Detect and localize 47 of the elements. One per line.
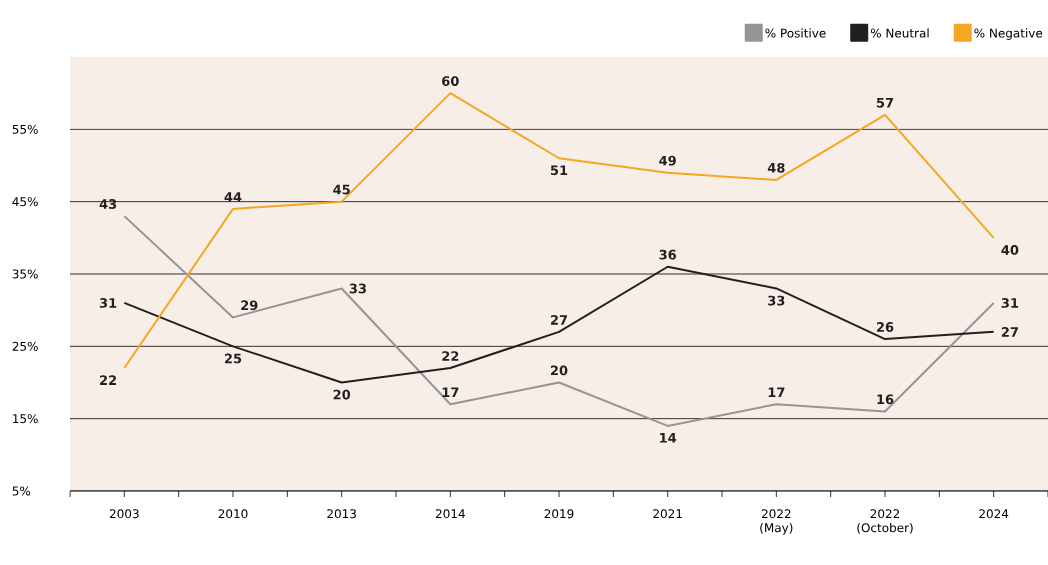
line-series [123, 265, 995, 384]
x-tick-label: 2019 [544, 509, 574, 519]
data-label: 48 [767, 162, 785, 173]
data-label: 16 [877, 394, 894, 405]
data-label: 40 [1001, 245, 1019, 255]
data-label: 57 [876, 98, 894, 108]
data-label: 17 [768, 387, 785, 397]
y-tick-label: 15% [13, 414, 38, 424]
x-tick-label: 2013 [327, 509, 356, 519]
x-tick-label: 2010 [218, 509, 248, 519]
data-label: 14 [660, 433, 677, 443]
y-tick-label: 25% [12, 341, 38, 351]
y-tick-label: 55% [12, 124, 38, 134]
x-tick-label: 2022 (October) [857, 509, 913, 534]
y-tick-label: 35% [12, 269, 38, 279]
data-label: 22 [100, 375, 117, 385]
y-tick-label: 5% [12, 486, 31, 496]
data-label: 27 [1001, 327, 1018, 337]
data-label: 43 [99, 199, 117, 209]
data-label: 33 [768, 295, 785, 306]
data-label: 44 [224, 192, 242, 202]
data-label: 33 [349, 283, 366, 294]
y-tick-label: 45% [12, 197, 38, 207]
data-label: 36 [659, 249, 677, 260]
data-label: 20 [333, 389, 351, 400]
data-label: 49 [659, 155, 676, 166]
data-label: 45 [333, 184, 350, 195]
data-label: 51 [550, 165, 568, 176]
data-label: 27 [550, 315, 568, 325]
legend-label: % Neutral [870, 28, 929, 38]
data-label: 20 [550, 365, 568, 376]
x-tick-label: 2014 [435, 509, 465, 519]
data-label: 26 [876, 322, 894, 332]
data-label: 17 [442, 387, 459, 397]
data-label: 25 [224, 353, 242, 364]
data-label: 31 [1001, 298, 1019, 308]
x-tick-label: 2021 [653, 509, 682, 519]
data-label: 22 [442, 351, 459, 361]
x-tick-label: 2024 [979, 509, 1009, 519]
data-label: 29 [241, 300, 258, 311]
data-label: 60 [442, 76, 459, 86]
line-series [123, 215, 995, 427]
legend-label: % Negative [974, 28, 1043, 40]
x-tick-label: 2003 [109, 509, 139, 519]
data-label: 31 [99, 298, 117, 308]
legend-label: % Positive [765, 28, 826, 38]
x-tick-label: 2022 (May) [760, 509, 793, 535]
